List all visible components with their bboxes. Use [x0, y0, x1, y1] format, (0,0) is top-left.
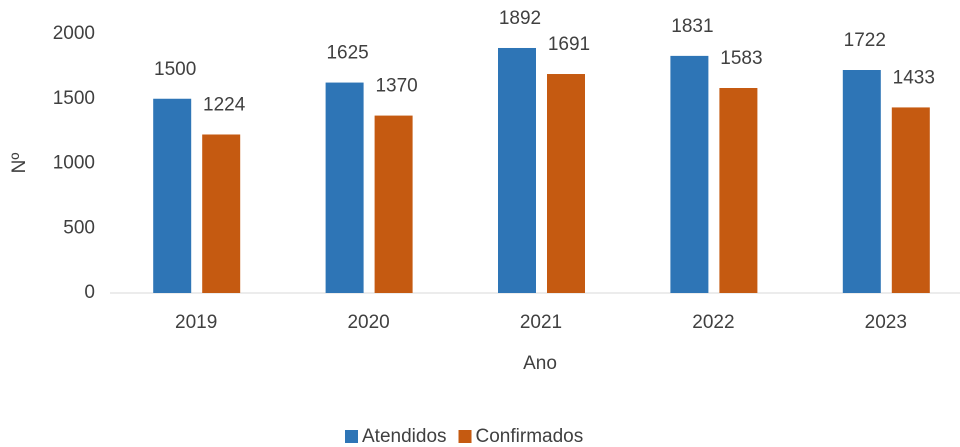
- x-tick-label: 2023: [865, 312, 907, 333]
- legend-swatch: [345, 430, 358, 443]
- y-tick-label: 1000: [53, 153, 95, 174]
- bar: [719, 88, 758, 294]
- legend-label: Confirmados: [476, 426, 584, 447]
- bar: [374, 115, 413, 294]
- legend-label: Atendidos: [362, 426, 447, 447]
- bar: [498, 47, 536, 294]
- legend-swatch: [458, 430, 472, 443]
- value-label: 1722: [844, 30, 886, 51]
- value-label: 1892: [499, 8, 541, 29]
- value-label: 1625: [326, 43, 368, 64]
- y-tick-label: 500: [63, 217, 95, 238]
- value-label: 1831: [671, 16, 713, 37]
- y-tick-label: 1500: [53, 88, 95, 109]
- x-tick-label: 2021: [520, 312, 562, 333]
- y-tick-label: 0: [84, 282, 95, 303]
- value-label: 1224: [203, 95, 246, 116]
- value-label: 1370: [375, 76, 417, 97]
- bar: [153, 98, 192, 293]
- value-label: 1500: [154, 59, 196, 80]
- x-tick-label: 2019: [175, 312, 217, 333]
- x-tick-label: 2022: [692, 312, 734, 333]
- bar: [202, 134, 241, 293]
- y-axis-title: Nº: [9, 153, 30, 174]
- bar: [547, 74, 585, 293]
- y-tick-label: 2000: [53, 23, 95, 44]
- value-label: 1583: [720, 48, 762, 69]
- bar: [670, 55, 709, 294]
- x-axis-title: Ano: [523, 353, 557, 374]
- bar: [325, 82, 364, 293]
- x-tick-label: 2020: [347, 312, 389, 333]
- bar: [891, 107, 930, 293]
- bar: [842, 70, 881, 293]
- value-label: 1691: [548, 34, 590, 55]
- value-label: 1433: [893, 67, 935, 88]
